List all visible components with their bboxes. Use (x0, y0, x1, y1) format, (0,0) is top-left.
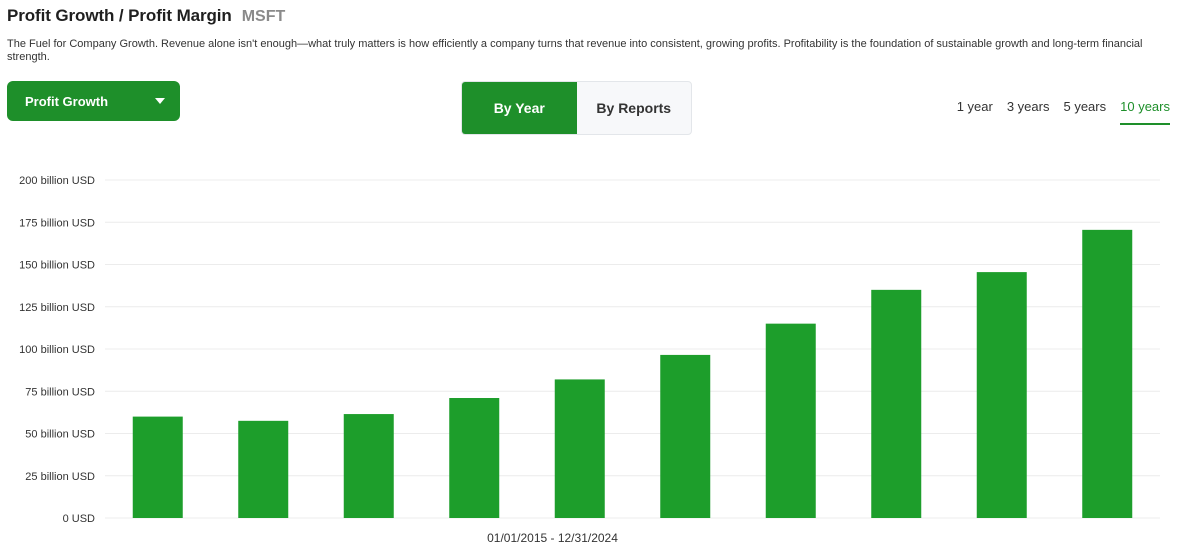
bar-2015[interactable] (132, 416, 183, 518)
x-axis-label: 01/01/2015 - 12/31/2024 (487, 531, 618, 545)
y-tick-label: 175 billion USD (19, 217, 95, 229)
range-3-years[interactable]: 3 years (1006, 99, 1050, 114)
y-tick-label: 100 billion USD (19, 344, 95, 356)
range-selector: 1 year 3 years 5 years 10 years (957, 99, 1170, 125)
chevron-down-icon (155, 98, 165, 104)
metric-dropdown[interactable]: Profit Growth (7, 81, 180, 121)
y-tick-label: 125 billion USD (19, 302, 95, 314)
bar-2022[interactable] (871, 289, 922, 518)
title-row: Profit Growth / Profit Margin MSFT (7, 6, 285, 26)
y-tick-label: 0 USD (63, 513, 95, 525)
bar-2016[interactable] (238, 420, 289, 518)
bar-2024[interactable] (1082, 229, 1133, 518)
bar-2019[interactable] (554, 379, 605, 518)
profit-bar-chart: 0 USD 25 billion USD 50 billion USD 75 bill… (19, 175, 1160, 545)
ticker-symbol: MSFT (241, 8, 286, 25)
metric-dropdown-label: Profit Growth (25, 93, 109, 109)
page-description: The Fuel for Company Growth. Revenue alo… (7, 38, 1143, 63)
page-title: Profit Growth / Profit Margin (7, 6, 232, 25)
range-10-years[interactable]: 10 years (1120, 99, 1170, 125)
bar-2020[interactable] (660, 354, 711, 518)
y-tick-label: 50 billion USD (25, 429, 95, 441)
bar-2021[interactable] (765, 323, 816, 518)
y-tick-label: 200 billion USD (19, 175, 95, 187)
range-1-year[interactable]: 1 year (956, 99, 993, 114)
range-5-years[interactable]: 5 years (1063, 99, 1107, 114)
bar-2018[interactable] (449, 398, 500, 518)
y-tick-label: 75 billion USD (25, 386, 95, 398)
y-tick-label: 150 billion USD (19, 260, 95, 272)
tab-by-year[interactable]: By Year (462, 82, 577, 134)
bar-2017[interactable] (343, 414, 394, 518)
view-toggle: By Year By Reports (461, 81, 692, 135)
y-tick-label: 25 billion USD (25, 471, 95, 483)
bar-2023[interactable] (976, 272, 1027, 518)
tab-by-reports[interactable]: By Reports (596, 100, 672, 116)
